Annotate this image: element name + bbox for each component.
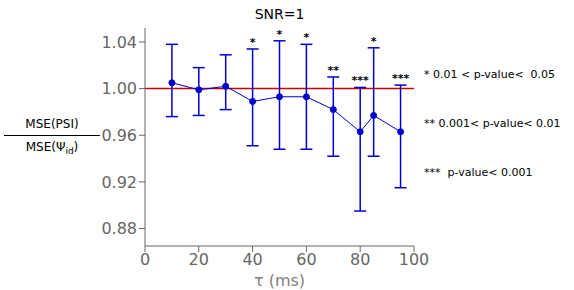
svg-text:60: 60 [296,250,316,269]
html-text:MSE(PSI): MSE(PSI) [25,117,79,131]
svg-text:0.92: 0.92 [101,173,137,192]
svg-text:40: 40 [242,250,262,269]
html-text:SNR=1: SNR=1 [254,6,305,22]
svg-text:*: * [250,36,256,49]
html-text:** 0.001< p-value< 0.01: ** 0.001< p-value< 0.01 [424,117,561,130]
svg-text:1.00: 1.00 [101,79,137,98]
svg-text:τ (ms): τ (ms) [254,271,305,290]
svg-text:0.88: 0.88 [101,219,137,238]
svg-text:**: ** [328,64,340,77]
svg-text:0: 0 [140,250,150,269]
html-text:* 0.01 < p-value< 0.05: * 0.01 < p-value< 0.05 [424,68,556,81]
html-text:MSE(Ψid): MSE(Ψid) [25,140,79,157]
svg-text:***: *** [352,74,370,87]
svg-text:80: 80 [350,250,370,269]
svg-text:*: * [304,31,310,44]
svg-text:*: * [371,35,377,48]
svg-text:*: * [277,28,283,41]
svg-text:***: *** [392,72,410,85]
svg-text:1.04: 1.04 [101,33,137,52]
svg-text:20: 20 [189,250,209,269]
svg-text:0.96: 0.96 [101,126,137,145]
html-text:*** p-value< 0.001: *** p-value< 0.001 [424,166,533,179]
svg-text:100: 100 [399,250,430,269]
